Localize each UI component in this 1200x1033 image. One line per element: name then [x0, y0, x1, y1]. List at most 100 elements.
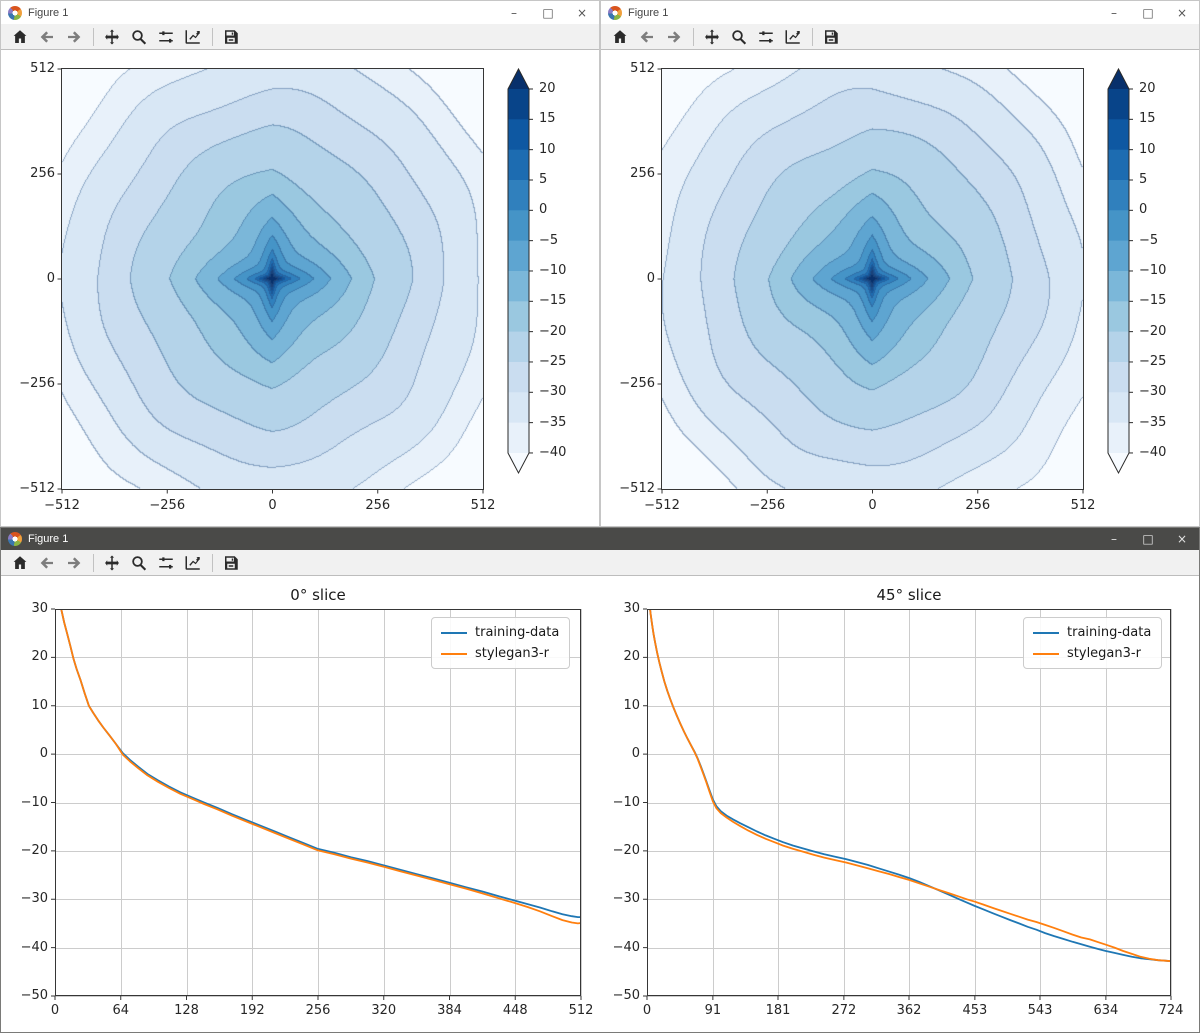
toolbar-customize-button[interactable]	[180, 552, 205, 574]
contour-ytick-label: −512	[619, 481, 655, 496]
toolbar-save-button[interactable]	[218, 552, 243, 574]
back-icon	[640, 30, 653, 43]
slice0-ytick-label: −40	[20, 939, 48, 955]
colorbar-tick-label: −35	[1139, 414, 1167, 430]
toolbar-customize-button[interactable]	[180, 26, 205, 48]
toolbar-zoom-to-rect-button[interactable]	[126, 552, 151, 574]
toolbar-configure-subplots-button[interactable]	[153, 26, 178, 48]
slice0-ytick-label: −50	[20, 988, 48, 1003]
series-line-stylegan3-r	[649, 609, 1171, 963]
toolbar-pan-button[interactable]	[99, 552, 124, 574]
colorbar-tick-label: −30	[1139, 384, 1167, 400]
slice0-xtick-label: 320	[371, 1003, 397, 1018]
toolbar-forward-button[interactable]	[61, 26, 86, 48]
contour-ytick-label: −256	[19, 376, 55, 391]
close-button[interactable]: ×	[1176, 532, 1188, 546]
contour-plot-canvas[interactable]	[662, 69, 1083, 489]
toolbar-back-button[interactable]	[634, 26, 659, 48]
toolbar-zoom-to-rect-button[interactable]	[126, 26, 151, 48]
forward-icon	[67, 556, 80, 569]
toolbar-home-button[interactable]	[7, 26, 32, 48]
customize-icon	[185, 555, 200, 570]
slice0-xtick-label: 256	[305, 1003, 331, 1018]
legend-item-stylegan3-r: stylegan3-r	[1033, 646, 1151, 661]
line-plot-45-slice[interactable]	[643, 608, 1172, 1000]
figure-canvas-area: −512 −256 0 256 512 512 256 0 −256 −512 20 15 10 5 0 −5…	[601, 51, 1199, 526]
zoom-to-rect-icon	[131, 29, 146, 44]
figure-canvas-area: 0° slice 45° slice training-data stylega…	[1, 577, 1199, 1032]
zoom-to-rect-icon	[731, 29, 746, 44]
colorbar-tick-label: −15	[539, 293, 567, 309]
minimize-button[interactable]: –	[511, 5, 517, 20]
colorbar-tick-label: 5	[1139, 171, 1148, 187]
matplotlib-toolbar	[601, 24, 1199, 50]
legend[interactable]: training-data stylegan3-r	[1023, 617, 1163, 669]
contour-xtick-label: −256	[149, 498, 186, 513]
maximize-button[interactable]: □	[1142, 5, 1154, 20]
customize-icon	[785, 29, 800, 44]
contour-xtick-label: 0	[268, 498, 277, 513]
home-icon	[13, 555, 26, 569]
close-button[interactable]: ×	[1176, 5, 1188, 20]
series-line-stylegan3-r	[60, 609, 581, 925]
colorbar-tick-label: 20	[1139, 81, 1156, 96]
contour-ytick-label: 512	[30, 61, 55, 76]
colorbar-tick-label: 5	[539, 171, 548, 187]
colorbar-tick-label: −15	[1139, 293, 1167, 309]
toolbar-pan-button[interactable]	[99, 26, 124, 48]
window-slices: Figure 1 – □ × 0° slice 45° slice traini…	[0, 527, 1200, 1033]
colorbar-tick-label: −10	[539, 262, 567, 278]
slice0-ytick-label: −30	[20, 891, 48, 907]
toolbar-zoom-to-rect-button[interactable]	[726, 26, 751, 48]
legend[interactable]: training-data stylegan3-r	[431, 617, 571, 669]
toolbar-configure-subplots-button[interactable]	[153, 552, 178, 574]
titlebar[interactable]: Figure 1 – □ ×	[1, 1, 599, 24]
slice0-xtick-label: 64	[112, 1003, 130, 1018]
matplotlib-logo-icon	[8, 532, 22, 546]
toolbar-forward-button[interactable]	[61, 552, 86, 574]
toolbar-pan-button[interactable]	[699, 26, 724, 48]
slice45-xtick-label: 543	[1027, 1003, 1053, 1018]
toolbar-home-button[interactable]	[607, 26, 632, 48]
contour-plot-canvas[interactable]	[62, 69, 483, 489]
colorbar	[507, 67, 533, 475]
close-button[interactable]: ×	[576, 5, 588, 20]
titlebar[interactable]: Figure 1 – □ ×	[1, 528, 1199, 550]
contour-axes	[61, 68, 484, 490]
toolbar-customize-button[interactable]	[780, 26, 805, 48]
toolbar-forward-button[interactable]	[661, 26, 686, 48]
legend-line-blue	[441, 631, 467, 634]
colorbar-tick-label: −5	[1139, 232, 1159, 248]
slice0-ytick-label: −20	[20, 842, 48, 858]
slice45-ytick-label: −40	[612, 939, 640, 955]
titlebar[interactable]: Figure 1 – □ ×	[601, 1, 1199, 24]
window-contour-left: Figure 1 – □ × −512 −256 0 256 512 512 256 0 −25…	[0, 0, 600, 527]
contour-xtick-label: −512	[44, 498, 80, 513]
toolbar-configure-subplots-button[interactable]	[753, 26, 778, 48]
contour-xtick-label: 256	[365, 498, 391, 513]
slice45-ytick-label: −30	[612, 891, 640, 907]
maximize-button[interactable]: □	[542, 5, 554, 20]
slice0-ytick-label: 30	[31, 601, 48, 616]
customize-icon	[185, 29, 200, 44]
legend-line-orange	[1033, 652, 1059, 655]
slice45-xtick-label: 634	[1093, 1003, 1119, 1018]
toolbar-back-button[interactable]	[34, 26, 59, 48]
window-contour-right: Figure 1 – □ × −512 −256 0 256 512 512 256 0 −25…	[600, 0, 1200, 527]
slice0-ytick-label: 10	[31, 697, 48, 713]
maximize-button[interactable]: □	[1142, 532, 1154, 546]
toolbar-home-button[interactable]	[7, 552, 32, 574]
minimize-button[interactable]: –	[1111, 532, 1117, 546]
pan-icon	[104, 555, 119, 570]
pan-icon	[704, 29, 719, 44]
plot-title-45-slice: 45° slice	[876, 586, 942, 604]
toolbar-save-button[interactable]	[218, 26, 243, 48]
toolbar-save-button[interactable]	[818, 26, 843, 48]
window-title: Figure 1	[28, 533, 69, 545]
colorbar-tick-label: −40	[539, 444, 567, 460]
minimize-button[interactable]: –	[1111, 5, 1117, 20]
slice45-svg[interactable]	[643, 608, 1172, 1000]
contour-ytick-label: −512	[19, 481, 55, 496]
toolbar-back-button[interactable]	[34, 552, 59, 574]
contour-ytick-label: −256	[619, 376, 655, 391]
